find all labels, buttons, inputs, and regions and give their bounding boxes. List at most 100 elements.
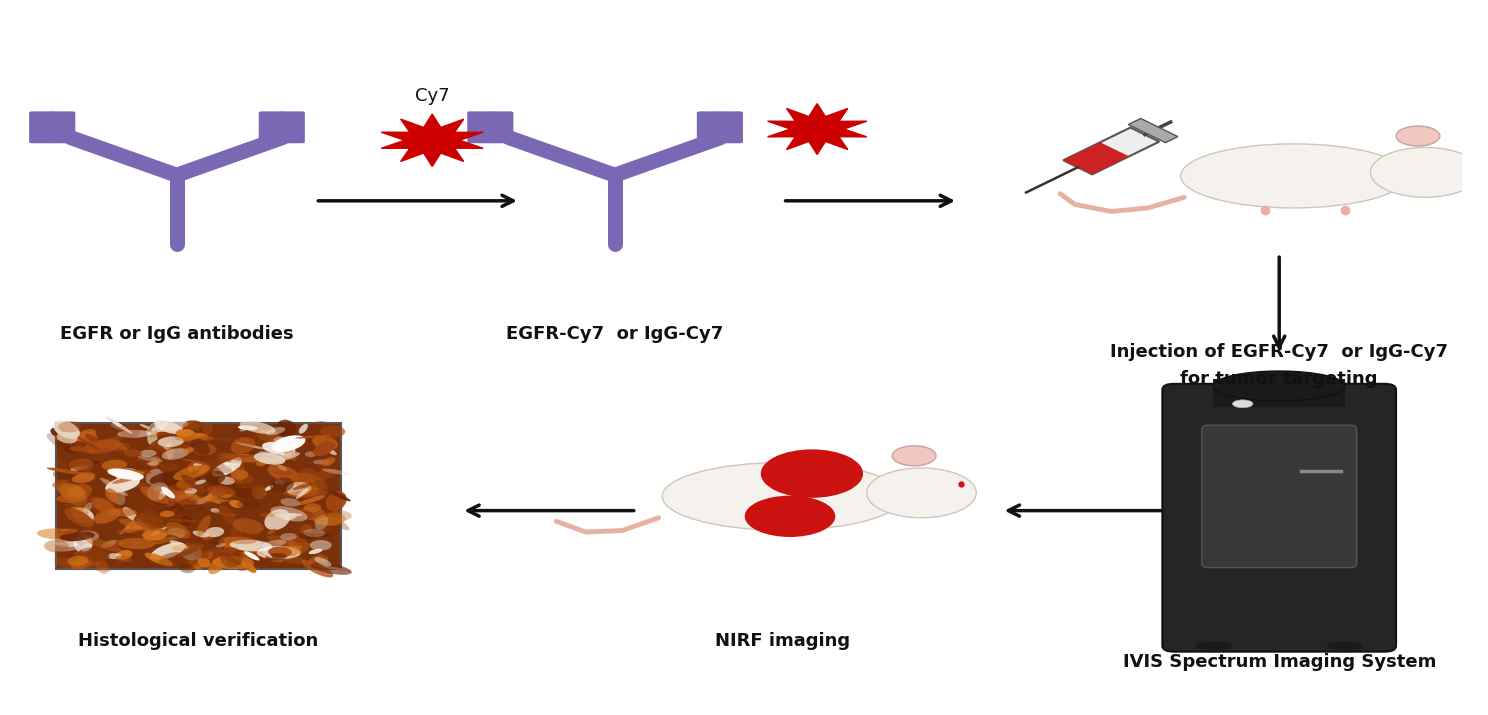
Ellipse shape (220, 547, 243, 568)
Ellipse shape (238, 425, 257, 430)
Ellipse shape (91, 498, 115, 513)
Ellipse shape (220, 490, 237, 503)
Ellipse shape (277, 483, 283, 494)
Ellipse shape (1327, 641, 1363, 650)
Ellipse shape (116, 550, 132, 560)
Ellipse shape (118, 552, 129, 557)
Ellipse shape (259, 457, 266, 463)
Text: Cy7: Cy7 (415, 87, 449, 104)
Ellipse shape (112, 475, 143, 484)
Ellipse shape (237, 454, 257, 462)
Ellipse shape (312, 435, 338, 450)
Text: Histological verification: Histological verification (79, 632, 318, 650)
Polygon shape (1128, 119, 1178, 143)
Ellipse shape (170, 541, 187, 548)
Ellipse shape (183, 423, 199, 429)
Ellipse shape (1396, 126, 1440, 146)
Ellipse shape (185, 560, 196, 566)
Ellipse shape (106, 488, 119, 503)
Ellipse shape (193, 433, 208, 440)
Ellipse shape (51, 428, 70, 439)
Ellipse shape (268, 465, 299, 482)
Ellipse shape (192, 470, 199, 475)
Ellipse shape (62, 441, 88, 453)
Ellipse shape (207, 485, 235, 498)
Ellipse shape (146, 468, 164, 485)
Text: NIRF imaging: NIRF imaging (716, 632, 850, 650)
Ellipse shape (229, 500, 243, 508)
Ellipse shape (235, 443, 268, 450)
Ellipse shape (310, 563, 351, 571)
Ellipse shape (106, 478, 149, 488)
Ellipse shape (171, 505, 204, 513)
Ellipse shape (155, 420, 183, 434)
Ellipse shape (320, 425, 345, 438)
Ellipse shape (94, 508, 121, 523)
Polygon shape (1064, 127, 1159, 174)
Ellipse shape (171, 471, 201, 484)
Ellipse shape (195, 480, 205, 485)
Ellipse shape (95, 500, 115, 511)
Ellipse shape (159, 552, 180, 559)
Ellipse shape (174, 433, 202, 441)
Ellipse shape (220, 454, 256, 463)
Ellipse shape (118, 538, 155, 549)
Ellipse shape (272, 435, 305, 452)
Ellipse shape (262, 442, 296, 455)
Ellipse shape (113, 561, 124, 567)
Ellipse shape (254, 453, 286, 465)
Ellipse shape (295, 435, 332, 438)
Ellipse shape (256, 455, 271, 466)
Ellipse shape (247, 551, 269, 556)
Ellipse shape (135, 519, 168, 533)
Ellipse shape (85, 537, 121, 552)
Ellipse shape (68, 458, 94, 470)
Ellipse shape (116, 529, 143, 533)
Ellipse shape (214, 511, 237, 516)
Ellipse shape (116, 556, 131, 562)
Ellipse shape (244, 551, 272, 556)
Ellipse shape (193, 549, 211, 559)
Ellipse shape (185, 488, 196, 494)
Ellipse shape (210, 508, 220, 513)
Ellipse shape (140, 424, 150, 429)
Ellipse shape (150, 456, 161, 468)
Ellipse shape (146, 425, 179, 436)
Ellipse shape (71, 460, 100, 467)
Ellipse shape (107, 540, 122, 543)
Ellipse shape (61, 528, 77, 532)
Ellipse shape (155, 432, 196, 435)
Ellipse shape (211, 481, 243, 493)
Ellipse shape (54, 433, 68, 439)
Ellipse shape (79, 461, 94, 473)
Ellipse shape (135, 459, 167, 466)
Ellipse shape (193, 443, 216, 455)
Ellipse shape (222, 494, 232, 498)
Ellipse shape (278, 465, 287, 471)
FancyBboxPatch shape (1162, 384, 1396, 651)
Ellipse shape (198, 558, 211, 568)
Ellipse shape (152, 422, 189, 432)
Ellipse shape (67, 486, 91, 499)
Ellipse shape (290, 473, 326, 490)
Ellipse shape (165, 528, 186, 538)
Ellipse shape (275, 513, 302, 516)
Ellipse shape (147, 483, 168, 500)
Ellipse shape (92, 448, 112, 461)
Ellipse shape (185, 447, 193, 453)
Ellipse shape (58, 421, 82, 433)
Ellipse shape (161, 500, 185, 516)
Ellipse shape (122, 507, 137, 521)
Ellipse shape (137, 455, 162, 462)
Ellipse shape (234, 488, 257, 498)
Ellipse shape (240, 428, 247, 432)
Ellipse shape (315, 516, 329, 530)
Ellipse shape (73, 508, 94, 523)
Ellipse shape (205, 488, 216, 501)
Ellipse shape (118, 430, 150, 438)
Ellipse shape (280, 498, 299, 506)
Ellipse shape (205, 527, 225, 537)
Ellipse shape (310, 563, 351, 575)
Ellipse shape (43, 540, 68, 553)
Ellipse shape (85, 434, 95, 441)
